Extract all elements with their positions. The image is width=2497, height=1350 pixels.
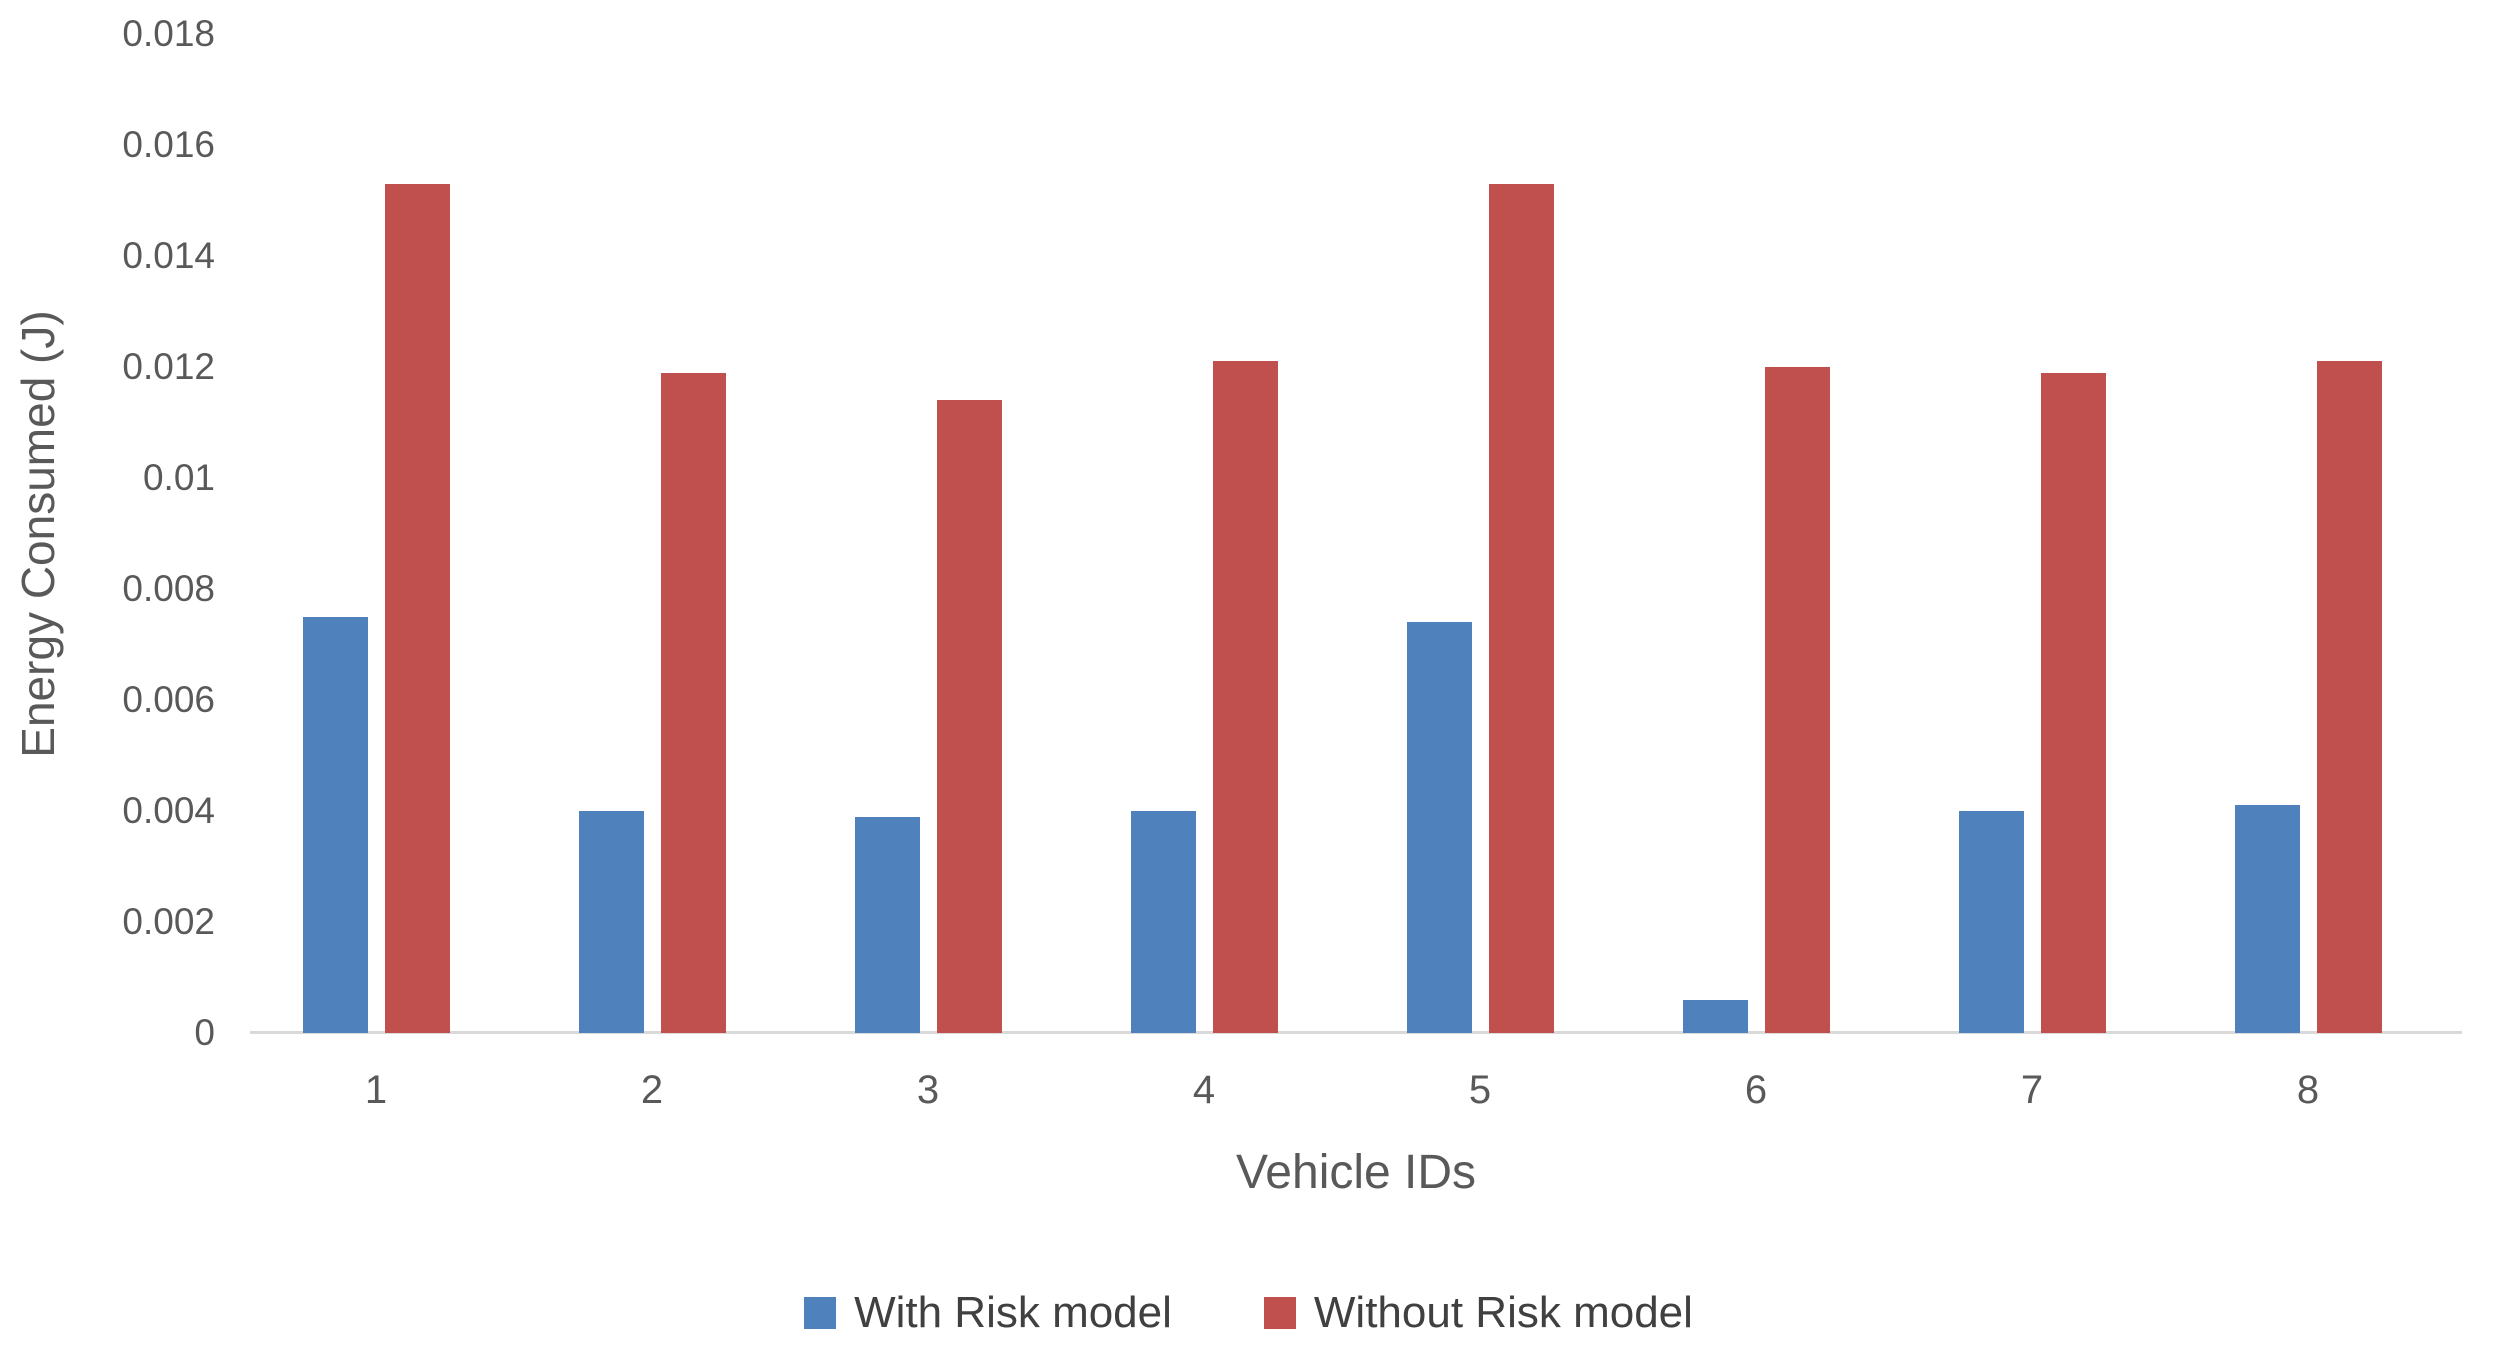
bar-without-risk-model-vehicle-8 [2317, 361, 2382, 1033]
x-tick-label: 4 [1192, 1068, 1216, 1112]
y-tick-label: 0.018 [122, 13, 215, 54]
legend-item-with-risk-model: With Risk model [804, 1288, 1172, 1338]
legend-item-without-risk-model: Without Risk model [1263, 1288, 1693, 1338]
bar-with-risk-model-vehicle-1 [303, 617, 368, 1033]
legend: With Risk model Without Risk model [0, 1288, 2497, 1338]
bar-with-risk-model-vehicle-6 [1683, 1000, 1748, 1033]
y-tick-label: 0.004 [122, 790, 215, 831]
bar-without-risk-model-vehicle-7 [2041, 373, 2106, 1033]
y-tick-label: 0.002 [122, 901, 215, 942]
bar-with-risk-model-vehicle-4 [1131, 811, 1196, 1033]
legend-swatch-without-risk-model [1263, 1297, 1296, 1329]
y-tick-label: 0.006 [122, 679, 215, 720]
legend-label-without-risk-model: Without Risk model [1313, 1288, 1693, 1337]
x-tick-label: 7 [2020, 1068, 2044, 1112]
x-axis-title: Vehicle IDs [1235, 1146, 1477, 1199]
y-tick-label: 0 [194, 1012, 215, 1053]
legend-label-with-risk-model: With Risk model [854, 1288, 1172, 1337]
y-tick-label: 0.012 [122, 346, 215, 387]
bar-with-risk-model-vehicle-8 [2235, 805, 2300, 1033]
bar-without-risk-model-vehicle-3 [937, 400, 1002, 1033]
y-tick-label: 0.01 [142, 457, 215, 498]
legend-swatch-with-risk-model [804, 1297, 837, 1329]
bar-without-risk-model-vehicle-5 [1489, 184, 1554, 1033]
bar-without-risk-model-vehicle-2 [661, 373, 726, 1033]
y-tick-label: 0.008 [122, 568, 215, 609]
y-tick-label: 0.014 [122, 235, 215, 276]
bar-with-risk-model-vehicle-7 [1959, 811, 2024, 1033]
x-tick-label: 8 [2296, 1068, 2320, 1112]
bar-without-risk-model-vehicle-1 [385, 184, 450, 1033]
x-tick-label: 6 [1744, 1068, 1768, 1112]
x-tick-label: 5 [1468, 1068, 1492, 1112]
x-tick-label: 2 [640, 1068, 664, 1112]
bar-without-risk-model-vehicle-6 [1765, 367, 1830, 1033]
x-tick-label: 1 [364, 1068, 388, 1112]
bar-without-risk-model-vehicle-4 [1213, 361, 1278, 1033]
bar-with-risk-model-vehicle-5 [1407, 622, 1472, 1033]
bar-with-risk-model-vehicle-3 [855, 817, 920, 1033]
x-axis-line [250, 1031, 2462, 1034]
y-tick-label: 0.016 [122, 124, 215, 165]
x-tick-label: 3 [916, 1068, 940, 1112]
bar-with-risk-model-vehicle-2 [579, 811, 644, 1033]
